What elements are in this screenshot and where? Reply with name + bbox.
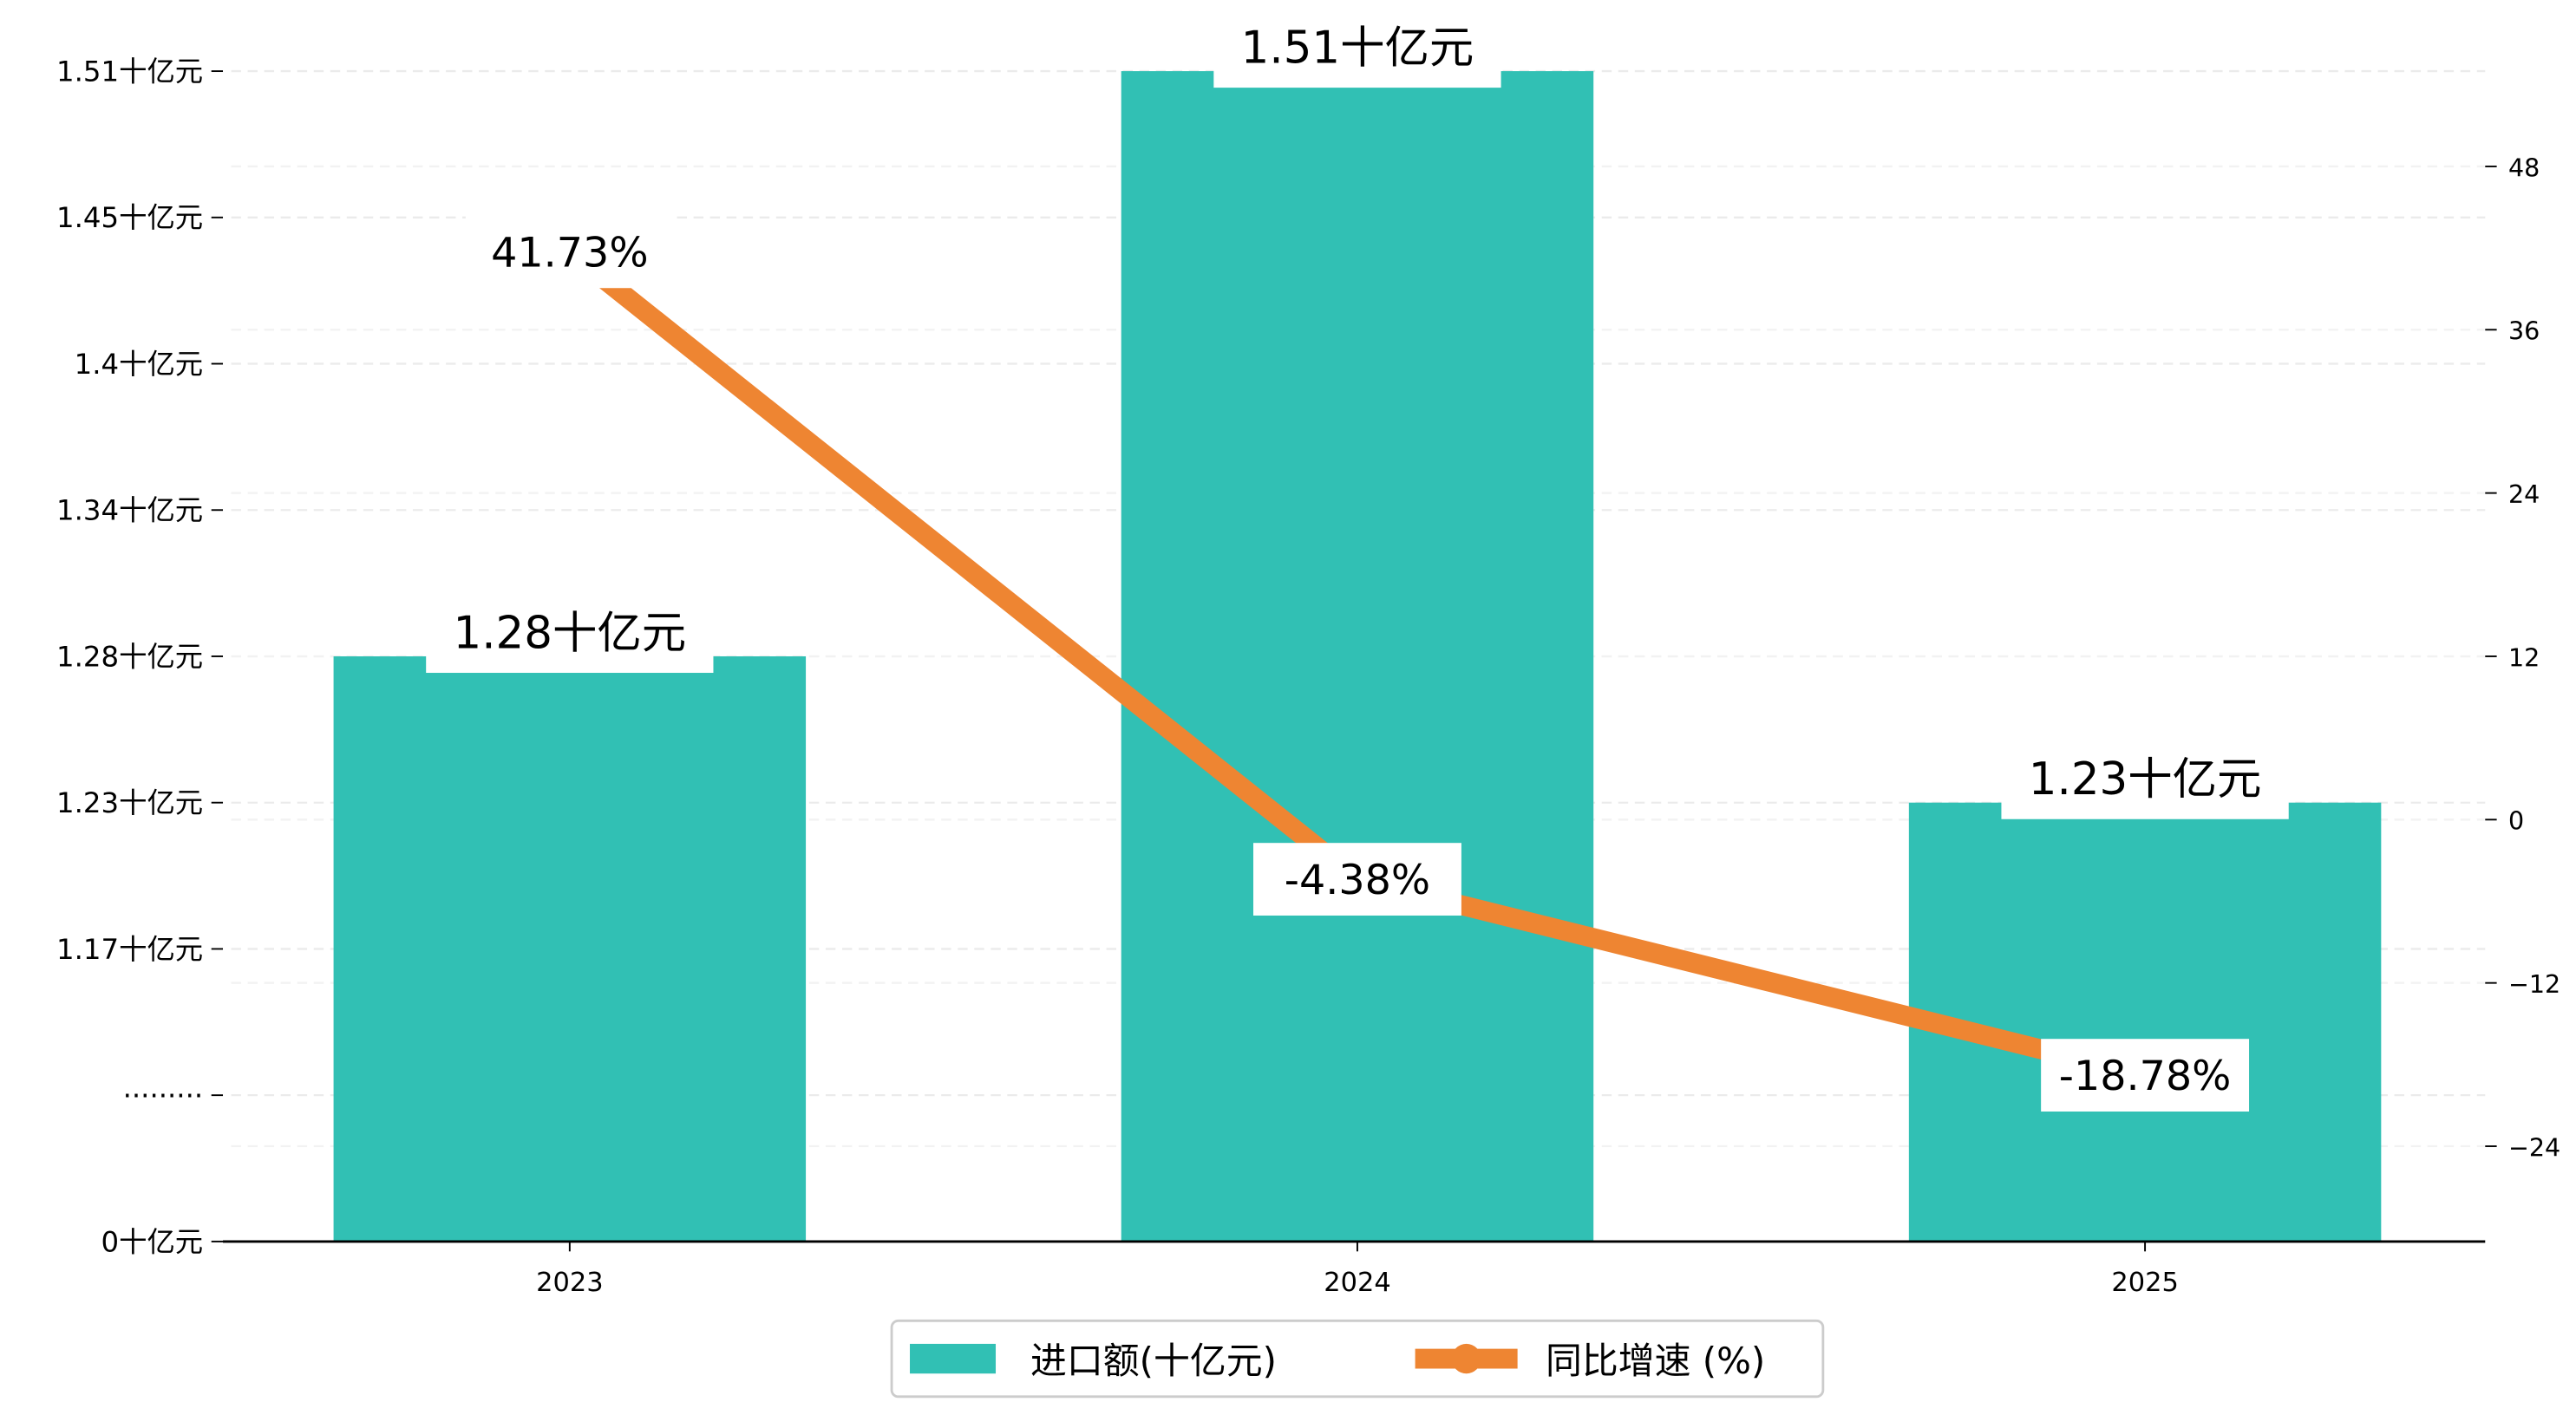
right-tick-label: −12 [2508, 969, 2560, 999]
bar-label-box [1213, 11, 1501, 88]
legend-line-marker [1451, 1343, 1481, 1374]
left-tick-label: 1.51十亿元 [56, 55, 203, 88]
legend-label-growth: 同比增速 (%) [1546, 1340, 1765, 1382]
x-tick-label: 2023 [536, 1268, 604, 1298]
line-label-box [2041, 1039, 2250, 1112]
bar-label-box [426, 597, 714, 674]
right-tick-label: 24 [2508, 479, 2540, 509]
bars [333, 71, 2382, 1242]
line-label-box [465, 215, 674, 289]
left-tick-label: 1.17十亿元 [56, 933, 203, 966]
line-label-box [1253, 843, 1461, 916]
axes: 0十亿元 ········· 1.17十亿元 1.23十亿元 1.28十亿元 1.34十亿… [56, 55, 2560, 1298]
left-tick-label: 0十亿元 [101, 1225, 204, 1258]
data-labels: 1.28十亿元 1.51十亿元 1.23十亿元 41.73% -4.38% -18.78% [426, 11, 2289, 1112]
x-tick-label: 2025 [2111, 1268, 2179, 1298]
bar-2024 [1121, 71, 1594, 1242]
left-tick-label: 1.34十亿元 [56, 494, 203, 527]
line-value-label: -4.38% [1285, 857, 1430, 904]
left-tick-label: 1.28十亿元 [56, 640, 203, 673]
legend: 进口额(十亿元) 同比增速 (%) [890, 1319, 1825, 1399]
right-tick-label: 36 [2508, 316, 2540, 346]
right-tick-label: 0 [2508, 806, 2524, 836]
bar-2025 [1908, 802, 2382, 1242]
right-tick-label: 12 [2508, 642, 2540, 672]
line-value-label: 41.73% [491, 229, 648, 277]
bar-2023 [333, 655, 807, 1242]
right-tick-label: 48 [2508, 153, 2540, 182]
x-tick-label: 2024 [1324, 1268, 1391, 1298]
line-value-label: -18.78% [2059, 1053, 2232, 1100]
right-tick-label: −24 [2508, 1132, 2560, 1162]
bar-value-label: 1.28十亿元 [454, 607, 687, 659]
left-tick-label: 1.23十亿元 [56, 786, 203, 819]
left-tick-label: 1.45十亿元 [56, 201, 203, 234]
bar-value-label: 1.23十亿元 [2029, 753, 2262, 805]
left-tick-label: 1.4十亿元 [75, 348, 204, 381]
legend-bar-swatch [910, 1343, 997, 1374]
left-tick-label: ········· [123, 1079, 204, 1112]
bar-label-box [2001, 743, 2289, 819]
bar-value-label: 1.51十亿元 [1241, 23, 1474, 75]
legend-box [890, 1319, 1825, 1399]
legend-label-import: 进口额(十亿元) [1030, 1340, 1277, 1382]
